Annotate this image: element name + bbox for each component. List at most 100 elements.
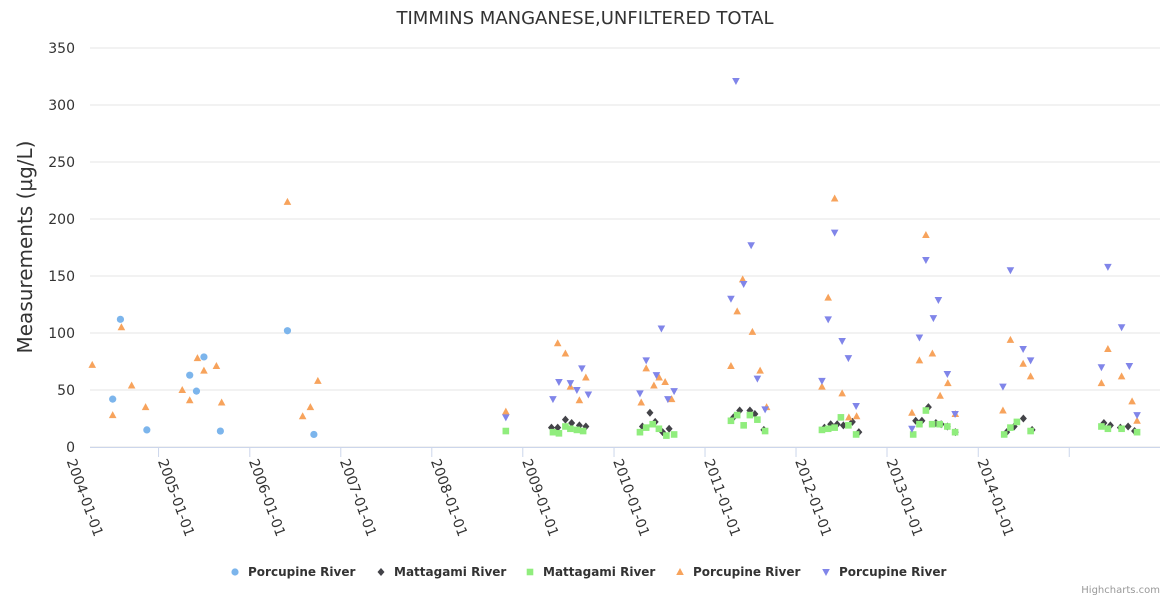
data-point[interactable] — [824, 425, 832, 433]
data-point[interactable] — [929, 315, 938, 323]
data-point[interactable] — [1006, 335, 1015, 343]
data-point[interactable] — [549, 396, 557, 404]
data-point[interactable] — [573, 387, 581, 394]
data-point[interactable] — [936, 391, 944, 399]
data-point[interactable] — [733, 307, 741, 315]
data-point[interactable] — [1104, 425, 1112, 433]
data-point[interactable] — [575, 396, 584, 404]
data-point[interactable] — [141, 403, 150, 411]
data-point[interactable] — [824, 293, 832, 301]
data-point[interactable] — [753, 375, 762, 383]
data-point[interactable] — [642, 424, 650, 431]
data-point[interactable] — [649, 420, 656, 428]
data-point[interactable] — [727, 417, 735, 425]
data-point[interactable] — [928, 420, 936, 428]
data-point[interactable] — [178, 386, 187, 393]
data-point[interactable] — [1027, 427, 1034, 435]
data-point[interactable] — [830, 194, 839, 202]
data-point[interactable] — [216, 427, 224, 435]
data-point[interactable] — [298, 412, 307, 420]
data-point[interactable] — [186, 371, 194, 379]
data-point[interactable] — [916, 420, 923, 428]
data-point[interactable] — [185, 396, 194, 404]
data-point[interactable] — [922, 407, 930, 414]
data-point[interactable] — [756, 366, 764, 374]
data-point[interactable] — [1125, 363, 1134, 371]
data-point[interactable] — [636, 428, 644, 436]
data-point[interactable] — [818, 377, 826, 385]
data-point[interactable] — [1006, 267, 1015, 275]
data-point[interactable] — [502, 414, 510, 422]
data-point[interactable] — [936, 420, 943, 428]
data-point[interactable] — [1007, 424, 1014, 431]
data-point[interactable] — [1117, 324, 1126, 332]
data-point[interactable] — [951, 428, 959, 436]
data-point[interactable] — [761, 427, 769, 435]
data-point[interactable] — [212, 362, 221, 370]
data-point[interactable] — [117, 323, 126, 331]
data-point[interactable] — [1097, 364, 1106, 372]
data-point[interactable] — [1124, 422, 1132, 431]
data-point[interactable] — [561, 415, 569, 424]
data-point[interactable] — [582, 373, 590, 381]
legend-item[interactable]: Mattagami River — [377, 565, 507, 579]
data-point[interactable] — [1019, 414, 1027, 423]
data-point[interactable] — [1000, 431, 1008, 438]
data-point[interactable] — [314, 376, 322, 384]
data-point[interactable] — [637, 398, 646, 406]
data-point[interactable] — [909, 431, 917, 438]
legend-symbol[interactable] — [822, 569, 830, 576]
data-point[interactable] — [584, 391, 593, 399]
data-point[interactable] — [837, 414, 845, 421]
data-point[interactable] — [642, 364, 650, 372]
data-point[interactable] — [561, 349, 570, 357]
data-point[interactable] — [192, 387, 201, 395]
legend-symbol[interactable] — [526, 568, 534, 576]
data-point[interactable] — [818, 426, 826, 434]
data-point[interactable] — [1026, 357, 1035, 365]
data-point[interactable] — [1133, 428, 1141, 436]
data-point[interactable] — [999, 406, 1007, 414]
data-point[interactable] — [127, 381, 136, 389]
data-point[interactable] — [1133, 416, 1141, 424]
legend-item[interactable]: Porcupine River — [676, 565, 800, 579]
data-point[interactable] — [852, 402, 860, 410]
data-point[interactable] — [818, 382, 826, 390]
data-point[interactable] — [578, 365, 586, 373]
data-point[interactable] — [200, 353, 208, 361]
data-point[interactable] — [566, 380, 575, 388]
legend-symbol[interactable] — [231, 568, 239, 576]
data-point[interactable] — [116, 315, 125, 323]
data-point[interactable] — [502, 427, 510, 435]
legend-item[interactable]: Porcupine River — [822, 565, 946, 579]
data-point[interactable] — [738, 275, 747, 283]
data-point[interactable] — [283, 327, 292, 335]
data-point[interactable] — [502, 407, 510, 415]
data-point[interactable] — [852, 431, 860, 438]
data-point[interactable] — [310, 430, 318, 439]
data-point[interactable] — [922, 230, 930, 238]
data-point[interactable] — [555, 379, 563, 387]
data-point[interactable] — [143, 426, 151, 434]
data-point[interactable] — [1026, 372, 1035, 380]
data-point[interactable] — [283, 197, 292, 205]
data-point[interactable] — [553, 339, 562, 347]
data-point[interactable] — [193, 354, 202, 362]
data-point[interactable] — [727, 295, 735, 303]
data-point[interactable] — [748, 327, 757, 335]
data-point[interactable] — [934, 296, 943, 304]
data-point[interactable] — [915, 334, 924, 342]
data-point[interactable] — [845, 422, 852, 429]
legend-item[interactable]: Mattagami River — [526, 565, 656, 579]
data-point[interactable] — [838, 389, 846, 397]
data-point[interactable] — [88, 360, 97, 368]
data-point[interactable] — [555, 430, 563, 437]
data-point[interactable] — [944, 379, 952, 387]
credits-link[interactable]: Highcharts.com — [1081, 585, 1160, 596]
data-point[interactable] — [549, 428, 557, 436]
data-point[interactable] — [740, 422, 747, 429]
data-point[interactable] — [200, 366, 208, 374]
data-point[interactable] — [657, 325, 666, 333]
data-point[interactable] — [1097, 379, 1106, 387]
data-point[interactable] — [1098, 423, 1105, 430]
